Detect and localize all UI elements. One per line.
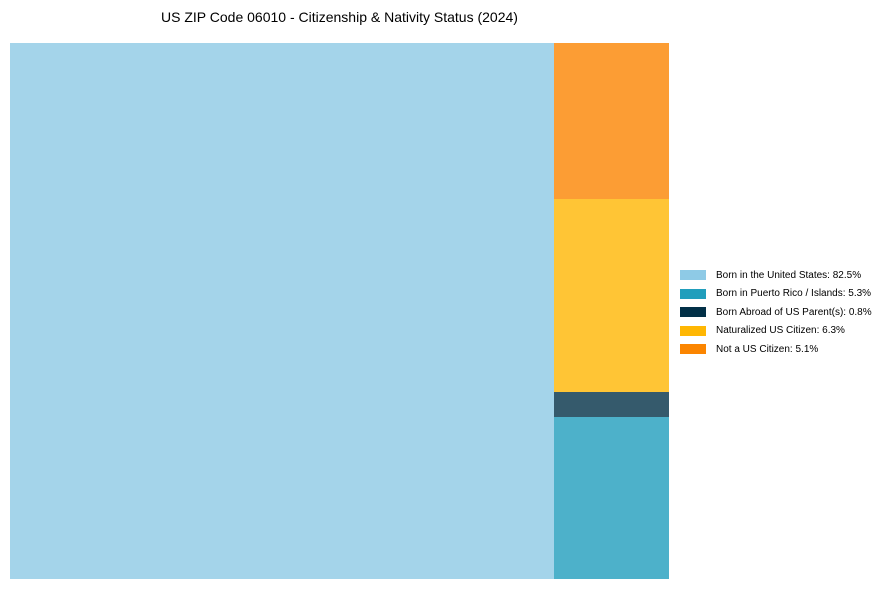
- legend-swatch: [680, 288, 706, 299]
- legend-label: Born in Puerto Rico / Islands: 5.3%: [716, 288, 872, 300]
- legend-swatch: [680, 325, 706, 336]
- legend-swatch: [680, 270, 706, 281]
- legend-item: Born in the United States: 82.5%: [680, 266, 872, 285]
- legend-item: Not a US Citizen: 5.1%: [680, 340, 872, 359]
- legend: Born in the United States: 82.5% Born in…: [680, 266, 872, 359]
- tile-born-puerto-rico: [554, 417, 669, 579]
- tile-born-abroad-us-parents: [554, 392, 669, 417]
- tile-not-us-citizen: [554, 43, 669, 199]
- legend-label: Born in the United States: 82.5%: [716, 269, 862, 281]
- legend-item: Naturalized US Citizen: 6.3%: [680, 322, 872, 341]
- legend-label: Born Abroad of US Parent(s): 0.8%: [716, 306, 872, 318]
- chart-title: US ZIP Code 06010 - Citizenship & Nativi…: [161, 9, 518, 25]
- tile-naturalized: [554, 199, 669, 392]
- tile-born-in-us: [10, 43, 554, 579]
- legend-swatch: [680, 307, 706, 318]
- legend-swatch: [680, 344, 706, 355]
- legend-label: Not a US Citizen: 5.1%: [716, 343, 819, 355]
- legend-item: Born Abroad of US Parent(s): 0.8%: [680, 303, 872, 322]
- treemap: [10, 43, 669, 579]
- legend-item: Born in Puerto Rico / Islands: 5.3%: [680, 285, 872, 304]
- legend-label: Naturalized US Citizen: 6.3%: [716, 325, 845, 337]
